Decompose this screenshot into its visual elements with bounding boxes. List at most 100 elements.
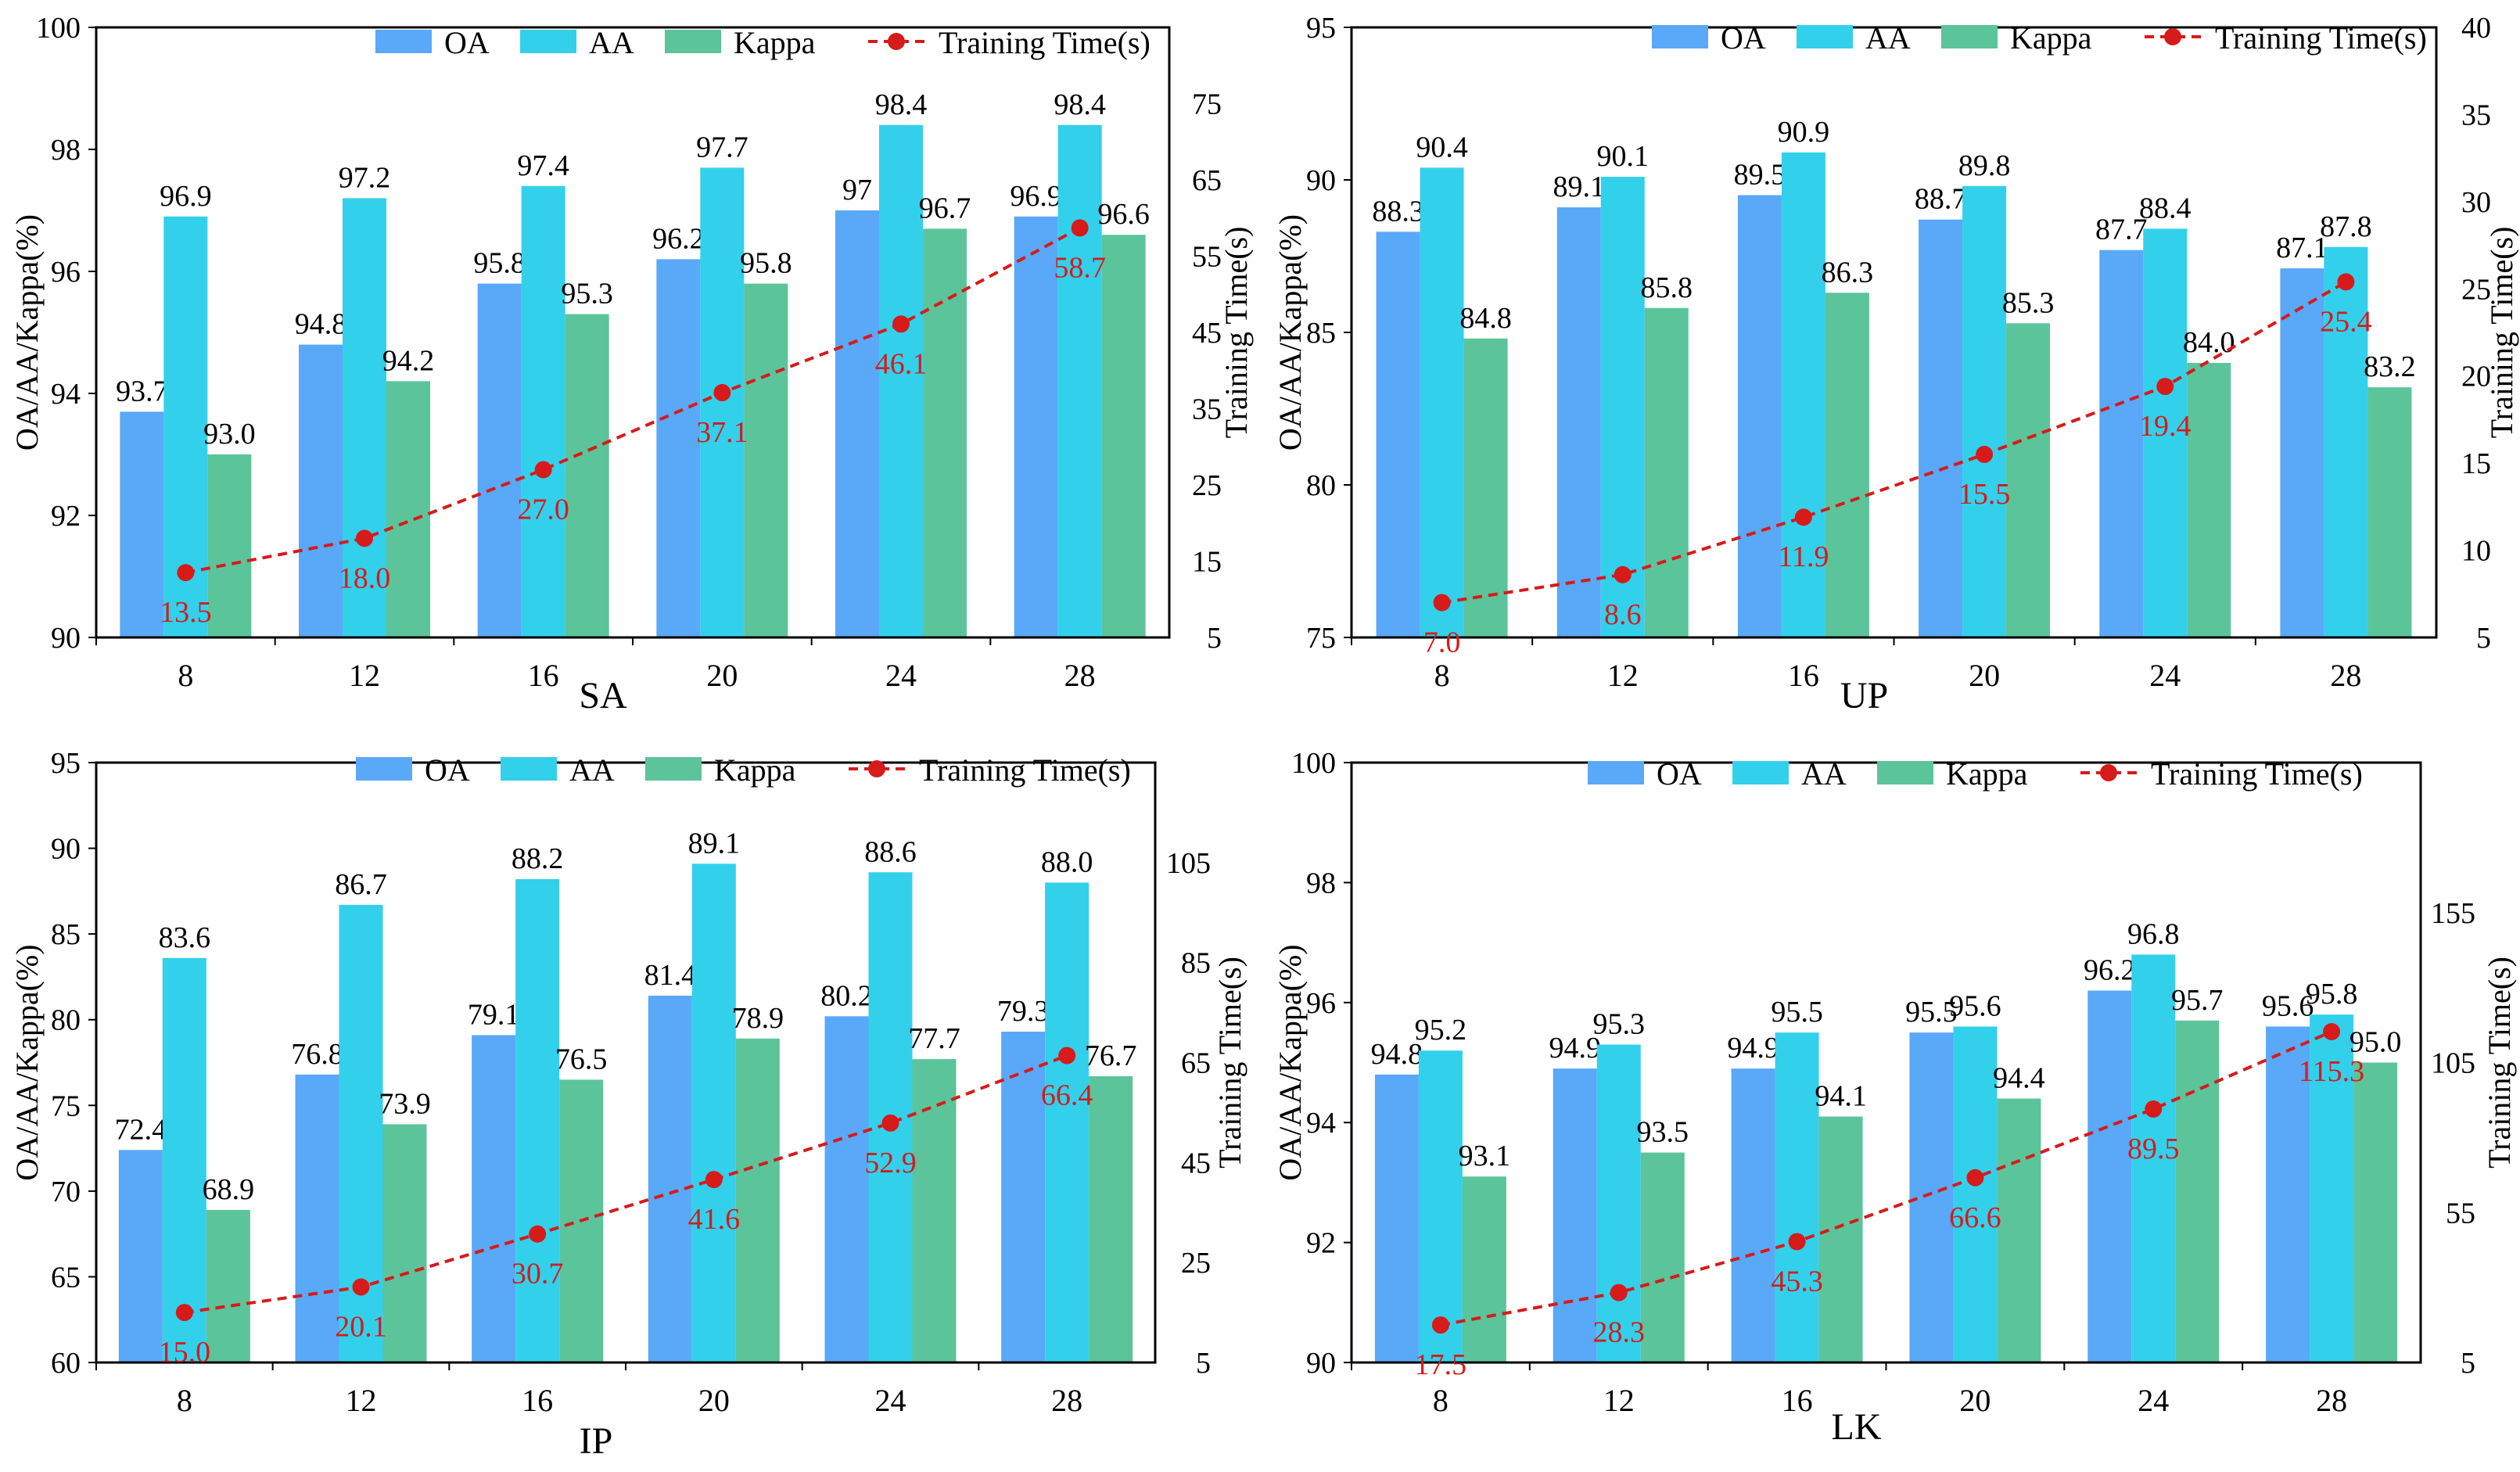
training-time-label-16: 30.7	[512, 1258, 564, 1291]
legend-swatch-kappa	[1877, 761, 1933, 784]
plot-frame	[95, 761, 1157, 1364]
legend: OA AA Kappa Training Time(s)	[1652, 20, 2427, 56]
bar-label-oa-20: 96.2	[652, 222, 705, 255]
bar-label-oa-28: 79.3	[997, 995, 1050, 1028]
legend-line-marker	[868, 760, 885, 777]
bar-oa-28	[2280, 268, 2324, 637]
training-time-label-12: 18.0	[339, 562, 391, 594]
bar-aa-8	[1418, 1050, 1463, 1362]
bar-label-aa-16: 90.9	[1778, 116, 1830, 149]
x-tick-label-28: 28	[1051, 1383, 1082, 1418]
legend-label-training-time: Training Time(s)	[939, 25, 1151, 60]
bar-label-kappa-8: 84.8	[1459, 302, 1512, 335]
bar-oa-24	[2099, 250, 2144, 637]
bar-label-oa-8: 94.8	[1371, 1038, 1423, 1071]
bar-kappa-20	[735, 1038, 780, 1362]
bar-kappa-16	[1818, 1116, 1863, 1362]
training-time-label-16: 27.0	[517, 494, 569, 526]
bar-label-kappa-28: 96.6	[1097, 198, 1150, 231]
y-tick-label: 90	[51, 833, 81, 866]
legend-label-aa: AA	[1865, 20, 1911, 56]
legend-label-aa: AA	[589, 25, 634, 60]
x-tick-label-16: 16	[1788, 658, 1819, 693]
training-time-point-24	[892, 315, 910, 333]
plot-frame	[95, 26, 1171, 639]
training-time-line: 17.5 28.3 45.3 66.6 89.5 115.3	[1415, 1022, 2364, 1381]
bar-aa-8	[1420, 167, 1464, 637]
bar-aa-20	[1953, 1026, 1998, 1362]
training-time-point-20	[1966, 1169, 1984, 1187]
training-time-label-8: 13.5	[160, 596, 212, 629]
bar-label-oa-20: 95.5	[1905, 996, 1958, 1029]
chart-panel-up: 88.3 89.1 89.5 88.7 87.7 87.1 90.4 90.1 90.9 89.8…	[1273, 12, 2519, 716]
legend: OA AA Kappa Training Time(s)	[1588, 756, 2363, 792]
training-time-label-12: 28.3	[1593, 1316, 1646, 1349]
x-tick-label-16: 16	[522, 1383, 553, 1418]
bar-label-kappa-16: 95.3	[561, 278, 613, 311]
bar-label-kappa-16: 86.3	[1822, 256, 1874, 289]
bar-label-oa-12: 76.8	[291, 1038, 343, 1071]
legend-label-oa: OA	[425, 752, 470, 788]
training-time-label-20: 37.1	[696, 416, 748, 449]
y-tick-label: 94	[1306, 1107, 1336, 1140]
y-tick-label: 85	[51, 918, 81, 951]
bar-label-kappa-12: 94.2	[382, 344, 435, 377]
y2-axis-label: Training Time(s)	[1212, 957, 1247, 1169]
training-time-point-16	[1794, 508, 1812, 526]
bar-label-aa-16: 95.5	[1771, 996, 1823, 1029]
bar-kappa-28	[1101, 235, 1146, 637]
y2-axis-label: Training Time(s)	[1219, 227, 1254, 439]
bar-label-oa-24: 96.2	[2084, 953, 2136, 986]
y2-tick-label: 75	[1192, 88, 1222, 121]
bar-label-oa-16: 94.9	[1727, 1032, 1779, 1065]
training-time-point-28	[2337, 273, 2355, 291]
y2-tick-label: 15	[1192, 546, 1222, 579]
bar-kappa-20	[2006, 323, 2051, 637]
x-tick-label-8: 8	[1433, 1383, 1448, 1418]
bar-kappa-24	[912, 1059, 957, 1362]
bar-label-oa-12: 94.8	[295, 308, 347, 341]
x-tick-label-20: 20	[698, 1383, 730, 1418]
bar-kappa-28	[2353, 1062, 2398, 1362]
training-time-point-12	[352, 1278, 370, 1296]
legend-swatch-aa	[1797, 25, 1853, 48]
training-time-point-20	[713, 384, 731, 402]
y-tick-label: 65	[51, 1261, 81, 1294]
bar-label-kappa-12: 93.5	[1637, 1116, 1689, 1149]
panel-title: LK	[1832, 1406, 1882, 1448]
bar-label-oa-24: 87.7	[2095, 214, 2148, 246]
bar-oa-24	[2087, 990, 2132, 1362]
bar-oa-8	[1376, 232, 1420, 637]
training-time-polyline	[184, 1054, 1068, 1315]
training-time-line: 15.0 20.1 30.7 41.6 52.9 66.4	[159, 1047, 1093, 1369]
bar-aa-12	[1600, 177, 1645, 638]
bar-label-oa-28: 95.6	[2262, 989, 2314, 1022]
training-time-label-28: 66.4	[1041, 1079, 1093, 1112]
bar-kappa-28	[1089, 1076, 1133, 1362]
y2-tick-label: 45	[1192, 317, 1222, 350]
x-tick-label-28: 28	[1064, 658, 1096, 693]
bar-label-kappa-16: 94.1	[1815, 1080, 1867, 1113]
bar-oa-12	[295, 1074, 339, 1362]
training-time-label-28: 25.4	[2320, 305, 2372, 338]
training-time-point-16	[1788, 1233, 1806, 1251]
y-axis-label: OA/AA/Kappa(%)	[1273, 214, 1308, 451]
y2-tick-label: 55	[2446, 1197, 2475, 1230]
y2-tick-label: 105	[1166, 847, 1211, 880]
training-time-label-12: 8.6	[1604, 598, 1642, 631]
training-time-label-12: 20.1	[335, 1310, 387, 1343]
bar-aa-20	[691, 863, 736, 1362]
training-time-point-20	[705, 1171, 723, 1189]
bar-label-kappa-28: 76.7	[1085, 1039, 1137, 1072]
legend-label-training-time: Training Time(s)	[919, 752, 1131, 788]
legend-label-aa: AA	[569, 752, 615, 788]
y2-tick-label: 35	[1192, 393, 1222, 426]
bar-oa-12	[299, 344, 343, 637]
chart-panel-sa: 93.7 94.8 95.8 96.2 97 96.9 96.9 97.2 97.4 97.7 98…	[9, 12, 1254, 716]
y2-tick-label: 15	[2461, 447, 2491, 480]
bar-label-oa-24: 97	[842, 174, 872, 206]
bar-label-kappa-24: 96.7	[919, 192, 971, 224]
y-tick-label: 95	[1306, 12, 1336, 45]
y2-tick-label: 65	[1192, 164, 1222, 197]
